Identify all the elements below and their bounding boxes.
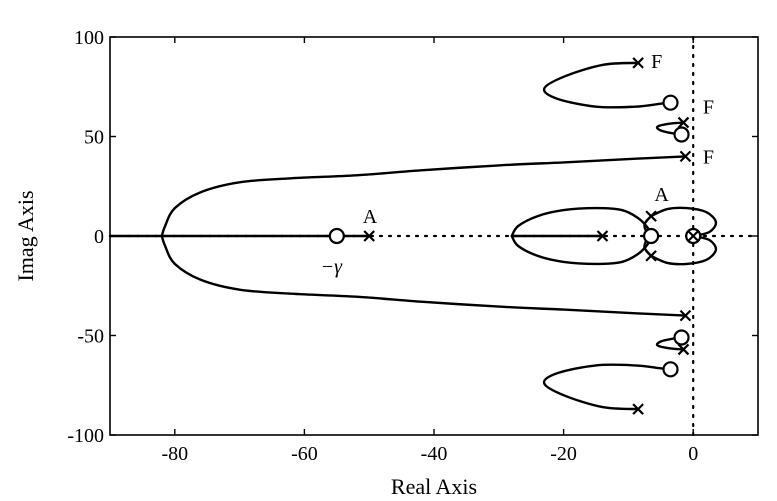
pole-marker-3 — [679, 150, 692, 163]
y-tick-label-1: 100 — [74, 27, 104, 49]
zero-marker-1 — [662, 94, 679, 111]
annotations: F F F A A −γ — [321, 51, 714, 278]
pole-marker-9 — [677, 343, 690, 356]
annotation-1: F — [651, 51, 662, 73]
pole-zero-markers — [328, 57, 702, 415]
y-tick-label-5: -100 — [67, 425, 104, 447]
y-tick-label-3: 0 — [94, 226, 104, 248]
pole-marker-7 — [645, 250, 657, 262]
pole-marker-1 — [632, 57, 644, 69]
locus-branch-11 — [510, 234, 653, 266]
zero-marker-2 — [673, 126, 690, 143]
origin-pole-overlay — [687, 230, 699, 242]
pole-marker-10 — [632, 403, 644, 415]
zero-marker-3 — [328, 227, 345, 245]
axis-ticks: -80 -60 -40 -20 0 100 50 0 -50 -100 — [67, 27, 758, 465]
locus-branch-10 — [510, 206, 653, 238]
pole-marker-8 — [679, 309, 692, 322]
annotation-3: F — [703, 146, 714, 168]
x-tick-label-5: 0 — [688, 443, 698, 465]
zero-marker-6 — [673, 329, 690, 346]
locus-branch-12 — [649, 206, 718, 238]
locus-branch-4 — [160, 234, 687, 317]
annotation-5: A — [654, 184, 669, 206]
annotation-2: F — [703, 97, 714, 119]
x-axis-title: Real Axis — [391, 474, 477, 499]
y-axis-title: Imag Axis — [13, 190, 38, 281]
locus-branch-1 — [542, 61, 672, 109]
pole-marker-5 — [596, 230, 609, 242]
zero-marker-4 — [642, 227, 660, 245]
pole-marker-4 — [363, 230, 375, 242]
annotation-4: A — [363, 206, 378, 228]
locus-branch-14 — [649, 234, 718, 266]
locus-branch-6 — [542, 363, 672, 411]
y-tick-label-4: -50 — [77, 326, 104, 348]
annotation-6: −γ — [321, 256, 343, 278]
x-tick-label-3: -40 — [421, 443, 448, 465]
x-tick-label-4: -20 — [550, 443, 577, 465]
locus-branch-3 — [160, 155, 687, 238]
x-tick-label-1: -80 — [161, 443, 188, 465]
zero-marker-7 — [662, 361, 679, 378]
y-tick-label-2: 50 — [84, 127, 104, 149]
pole-marker-2 — [677, 116, 690, 129]
x-tick-label-2: -60 — [291, 443, 318, 465]
pole-marker-6 — [645, 210, 657, 222]
